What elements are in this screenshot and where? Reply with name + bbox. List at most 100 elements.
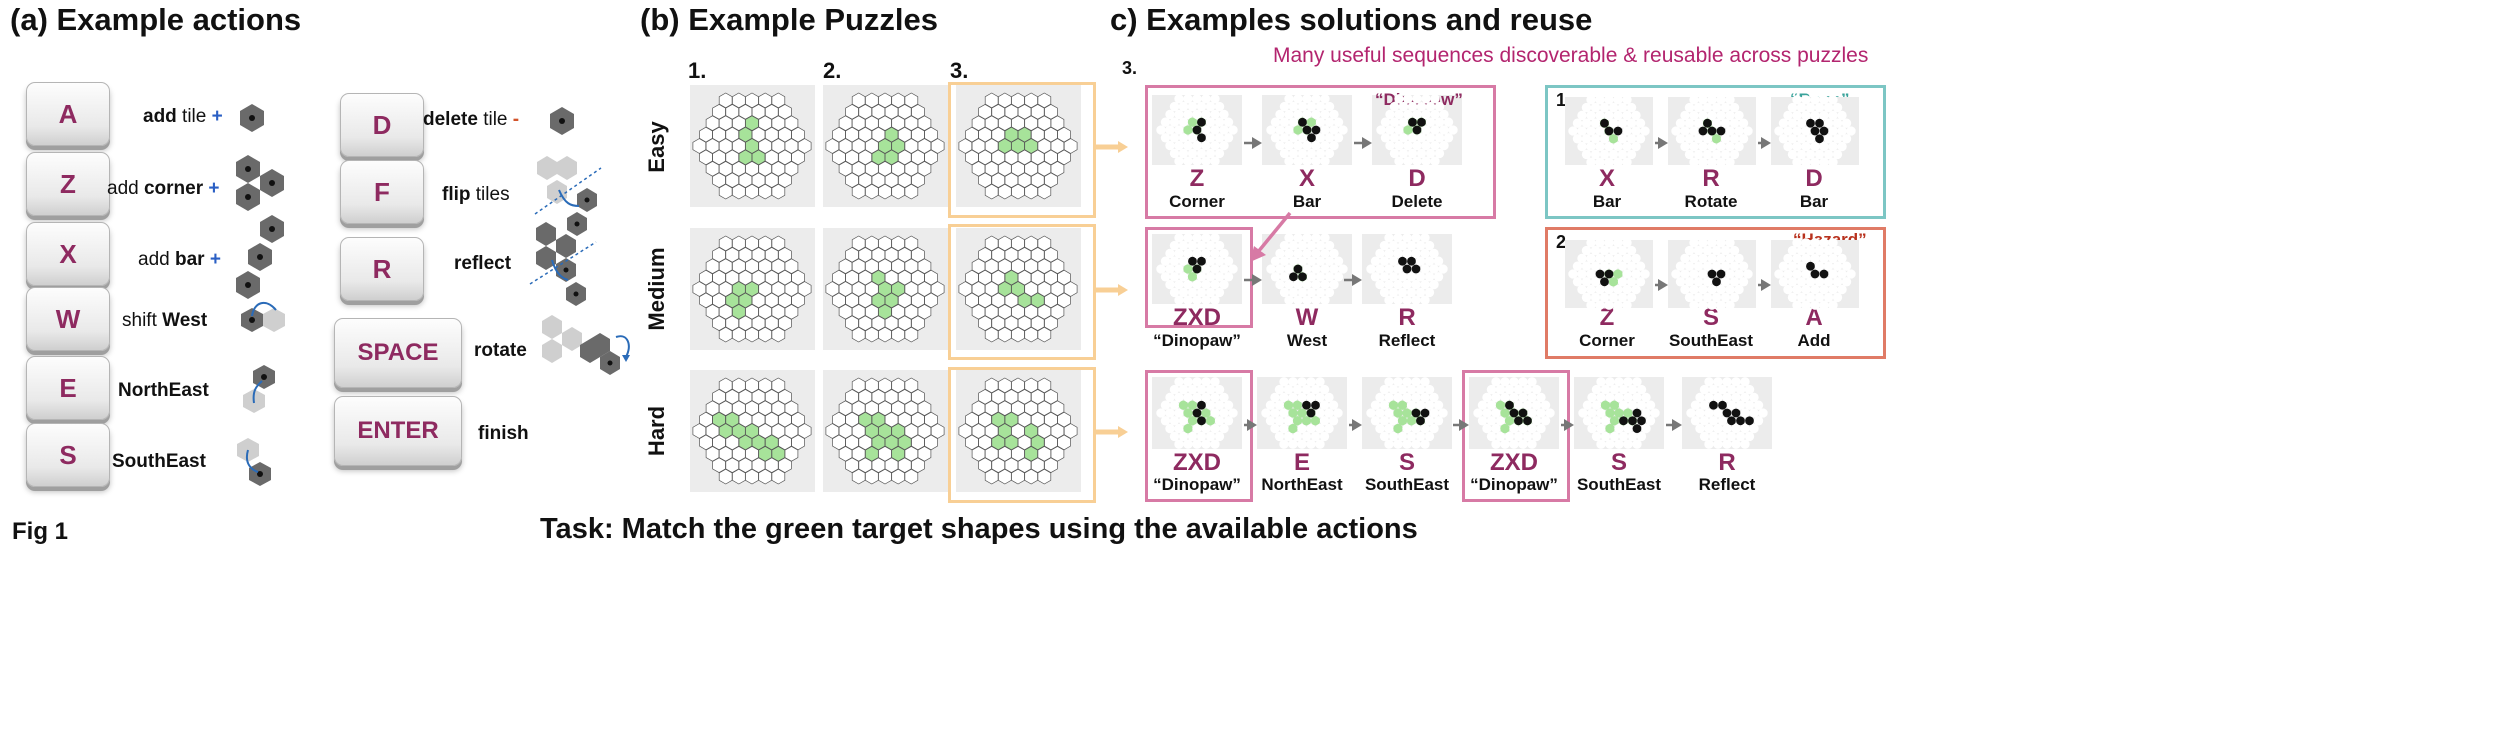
mini-cell (1568, 126, 1578, 136)
mini-cell (1636, 384, 1647, 395)
mini-cell (1609, 431, 1620, 442)
mini-cell (1614, 377, 1624, 387)
mini-cell (1169, 384, 1180, 395)
mini-cell (1183, 377, 1193, 387)
key-s[interactable]: S (26, 423, 110, 487)
key-z[interactable]: Z (26, 152, 110, 216)
mini-cell (1716, 284, 1726, 295)
arrow-head (1118, 426, 1128, 438)
mini-cell (1740, 392, 1750, 403)
mini-cell (1438, 264, 1448, 274)
mini-cell (1302, 140, 1312, 151)
mini-cell (1509, 377, 1519, 387)
arrow-head (1247, 419, 1257, 431)
mini-cell (1613, 95, 1623, 105)
placed-tile (1505, 400, 1514, 410)
mini-cell (1302, 279, 1312, 290)
mini-cell (1828, 253, 1838, 264)
mini-cell (1622, 253, 1632, 264)
key-space[interactable]: SPACE (334, 318, 462, 388)
mini-cell (1205, 256, 1216, 266)
mini-cell (1403, 140, 1413, 151)
mini-cell (1680, 126, 1690, 136)
step-key: R (1702, 165, 1720, 192)
mini-cell (1288, 408, 1298, 418)
mini-cell (1778, 277, 1789, 287)
key-w[interactable]: W (26, 287, 110, 351)
mini-cell (1205, 431, 1216, 442)
key-r[interactable]: R (340, 237, 424, 301)
mini-cell (1174, 125, 1184, 135)
mini-cell (1288, 133, 1299, 143)
mini-cell (1617, 149, 1628, 160)
hex-cell (791, 126, 805, 143)
mini-cell (1375, 392, 1385, 403)
action-label-northeast: NorthEast (118, 380, 209, 401)
key-x[interactable]: X (26, 222, 110, 286)
mini-cell (1320, 264, 1330, 274)
mini-cell (1201, 233, 1211, 243)
mini-cell (1406, 287, 1417, 298)
mini-cell (1389, 133, 1400, 143)
placed-tile (1289, 272, 1298, 282)
mini-cell (1393, 392, 1403, 403)
mini-cell (1805, 277, 1816, 287)
mini-cell (1671, 269, 1681, 279)
mini-cell (1605, 408, 1615, 418)
mini-cell (1275, 248, 1285, 259)
hex-board (958, 235, 1078, 343)
mini-cell (1689, 141, 1699, 152)
mini-cell (1174, 423, 1184, 434)
mini-cell (1311, 233, 1321, 243)
mini-cell (1702, 261, 1713, 271)
mini-cell (1320, 156, 1330, 166)
mini-cell (1279, 272, 1290, 282)
mini-cell (1744, 400, 1755, 410)
mini-cell (1174, 279, 1184, 290)
step-key: A (1805, 304, 1823, 331)
mini-cell (1568, 269, 1578, 279)
key-e[interactable]: E (26, 356, 110, 420)
mini-cell (1810, 284, 1820, 295)
mini-cell (1315, 272, 1326, 282)
mini-cell (1443, 117, 1454, 127)
mini-cell (1513, 431, 1524, 442)
mini-cell (1187, 101, 1198, 112)
mini-cell (1421, 125, 1431, 135)
mini-cell (1274, 416, 1285, 426)
step-name: SouthEast (1668, 331, 1754, 350)
mini-cell (1617, 245, 1628, 256)
mini-cell (1713, 423, 1723, 434)
hex-cell (784, 400, 799, 417)
key-enter[interactable]: ENTER (334, 396, 462, 466)
mini-cell (1743, 126, 1753, 136)
mini-cell (1693, 102, 1704, 113)
mini-cell (1702, 134, 1713, 144)
key-f[interactable]: F (340, 160, 424, 224)
step-key: ZXD (1490, 449, 1538, 476)
hex-cell (1063, 281, 1078, 297)
hex-board (692, 92, 812, 200)
mini-cell (1828, 300, 1838, 310)
mini-cell (1699, 416, 1710, 426)
mini-cell (1595, 126, 1605, 136)
mini-cell (1370, 256, 1381, 266)
mini-cell (1292, 431, 1303, 442)
mini-cell (1420, 233, 1430, 243)
mini-cell (1711, 134, 1722, 144)
mini-cell (1205, 400, 1216, 410)
placed-tile (1407, 256, 1416, 266)
mini-cell (1641, 408, 1651, 418)
mini-cell (1311, 94, 1321, 104)
hex-cell (1063, 138, 1078, 154)
mini-cell (1608, 277, 1619, 287)
mini-cell (1698, 284, 1708, 295)
mini-cell (1424, 400, 1435, 410)
key-a[interactable]: A (26, 82, 110, 146)
placed-tile (1595, 269, 1605, 279)
key-d[interactable]: D (340, 93, 424, 157)
mini-cell (1279, 240, 1290, 251)
mini-cell (1384, 264, 1394, 274)
mini-cell (1590, 292, 1601, 303)
mini-cell (1722, 439, 1732, 449)
